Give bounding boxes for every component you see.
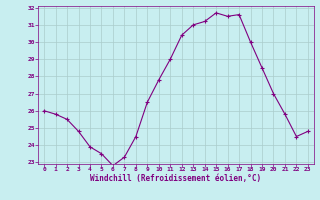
X-axis label: Windchill (Refroidissement éolien,°C): Windchill (Refroidissement éolien,°C) bbox=[91, 174, 261, 183]
